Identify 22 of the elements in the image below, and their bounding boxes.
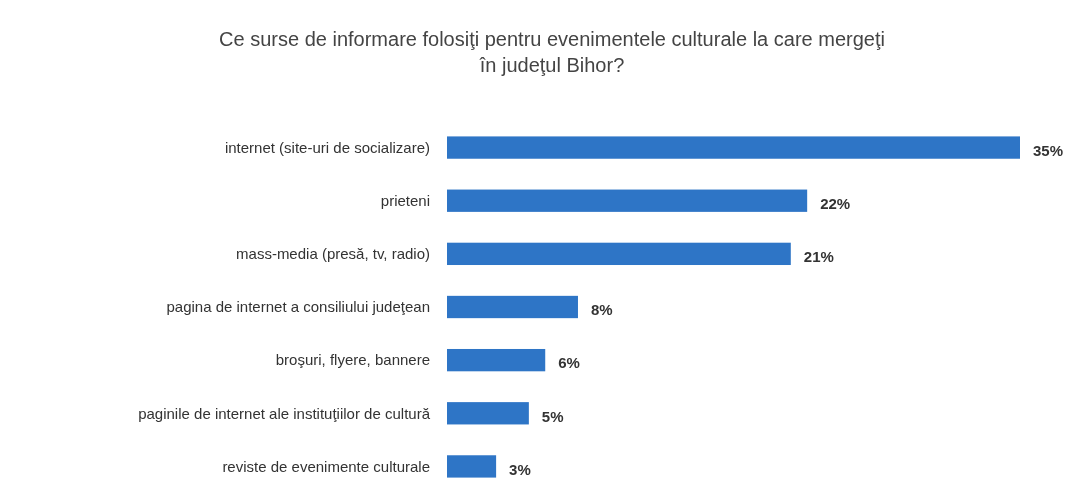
bar	[447, 455, 497, 478]
bar	[447, 242, 791, 266]
y-tick-label: reviste de evenimente culturale	[222, 457, 430, 475]
y-tick-label: broşuri, flyere, bannere	[275, 351, 430, 369]
data-label: 3%	[509, 460, 531, 478]
y-tick-label: prieteni	[380, 191, 430, 209]
bar	[447, 189, 808, 212]
data-label: 8%	[590, 301, 613, 319]
y-tick-label: mass-media (presă, tv, radio)	[236, 245, 430, 263]
data-label: 5%	[541, 407, 564, 425]
data-label: 35%	[1033, 141, 1064, 159]
bar	[447, 136, 1020, 159]
y-tick-label: internet (site-uri de socializare)	[224, 138, 430, 156]
chart-title: Ce surse de informare folosiţi pentru evenimentele culturale la care mergeţi în judeţul Bihor?	[219, 28, 885, 76]
data-label: 22%	[820, 194, 851, 212]
data-label: 21%	[803, 248, 834, 266]
y-tick-label: pagina de internet a consiliului judeţean	[166, 298, 430, 316]
bar	[447, 295, 578, 319]
data-label: 6%	[558, 354, 580, 372]
y-tick-label: paginile de internet ale instituţiilor de cultură	[138, 404, 431, 422]
bar	[447, 348, 546, 372]
bar	[447, 402, 529, 425]
